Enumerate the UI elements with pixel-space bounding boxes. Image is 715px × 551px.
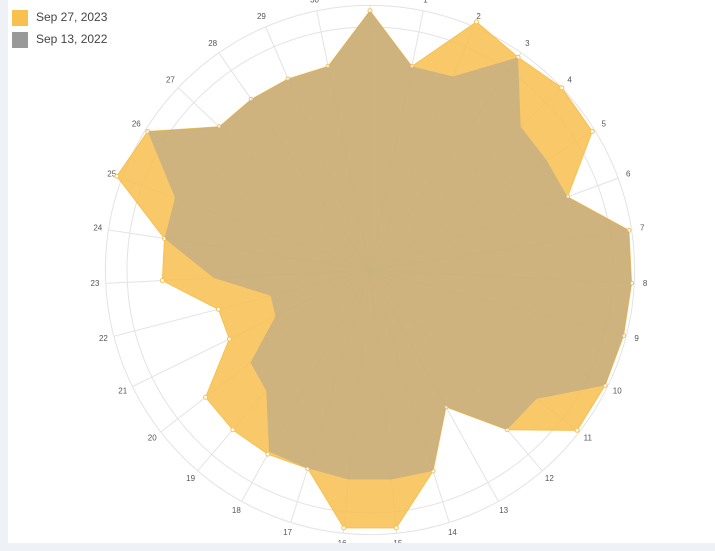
- axis-label: 7: [640, 223, 645, 232]
- vertex: [504, 427, 510, 433]
- vertex: [325, 63, 331, 69]
- vertex: [159, 278, 165, 284]
- axis-label: 14: [448, 528, 457, 537]
- vertex: [473, 19, 479, 25]
- vertex: [216, 124, 222, 130]
- axis-label: 17: [283, 528, 292, 537]
- vertex: [393, 525, 399, 531]
- axis-label: 25: [107, 169, 116, 178]
- vertex: [265, 451, 271, 457]
- axis-label: 19: [186, 474, 195, 483]
- vertex: [430, 468, 436, 474]
- axis-label: 11: [584, 434, 593, 443]
- vertex: [215, 306, 221, 312]
- vertex: [203, 394, 209, 400]
- axis-label: 28: [208, 39, 217, 48]
- legend-label: Sep 13, 2022: [36, 32, 108, 46]
- axis-label: 3: [525, 39, 530, 48]
- axis-label: 8: [643, 279, 648, 288]
- legend-label: Sep 27, 2023: [36, 10, 108, 24]
- vertex: [621, 333, 627, 339]
- vertex: [515, 54, 521, 60]
- axis-label: 6: [626, 169, 631, 178]
- grid-circle: [104, 4, 636, 536]
- axis-label: 1: [423, 0, 428, 4]
- series-area: [116, 9, 633, 529]
- axis-label: 26: [132, 119, 141, 128]
- vertex: [305, 465, 311, 471]
- axis-label: 23: [91, 279, 100, 288]
- axis-label: 5: [601, 119, 606, 128]
- vertex: [114, 173, 120, 179]
- axis-label: 16: [338, 539, 347, 543]
- chart: 1234567891011121314151617181920212223242…: [8, 0, 715, 543]
- axis-label: 24: [93, 223, 102, 232]
- axis-label: 12: [545, 474, 554, 483]
- vertex: [602, 382, 608, 388]
- vertex: [443, 404, 449, 410]
- vertex: [409, 63, 415, 69]
- vertex: [161, 236, 167, 242]
- axis-label: 27: [166, 75, 175, 84]
- axis-label: 22: [99, 334, 108, 343]
- vertex: [248, 96, 254, 102]
- axis-label: 18: [232, 506, 241, 515]
- vertex: [564, 194, 570, 200]
- legend-swatch: [12, 32, 28, 48]
- axis-label: 29: [257, 12, 266, 21]
- vertex: [559, 85, 565, 91]
- vertex: [341, 525, 347, 531]
- vertex: [626, 227, 632, 233]
- vertex: [230, 427, 236, 433]
- vertex: [629, 280, 635, 286]
- vertex: [285, 76, 291, 82]
- series-area: [147, 10, 632, 480]
- axis-label: 15: [393, 539, 402, 543]
- axis-label: 10: [613, 386, 622, 395]
- vertex: [367, 8, 373, 14]
- legend-swatch: [12, 10, 28, 26]
- axis-label: 30: [310, 0, 319, 4]
- vertex: [589, 128, 595, 134]
- axis-label: 13: [499, 506, 508, 515]
- vertex: [145, 128, 151, 134]
- axis-label: 9: [634, 334, 639, 343]
- vertex: [226, 336, 232, 342]
- vertex: [574, 427, 580, 433]
- axis-label: 2: [476, 12, 481, 21]
- axis-label: 21: [118, 386, 127, 395]
- axis-label: 20: [148, 434, 157, 443]
- axis-label: 4: [567, 75, 572, 84]
